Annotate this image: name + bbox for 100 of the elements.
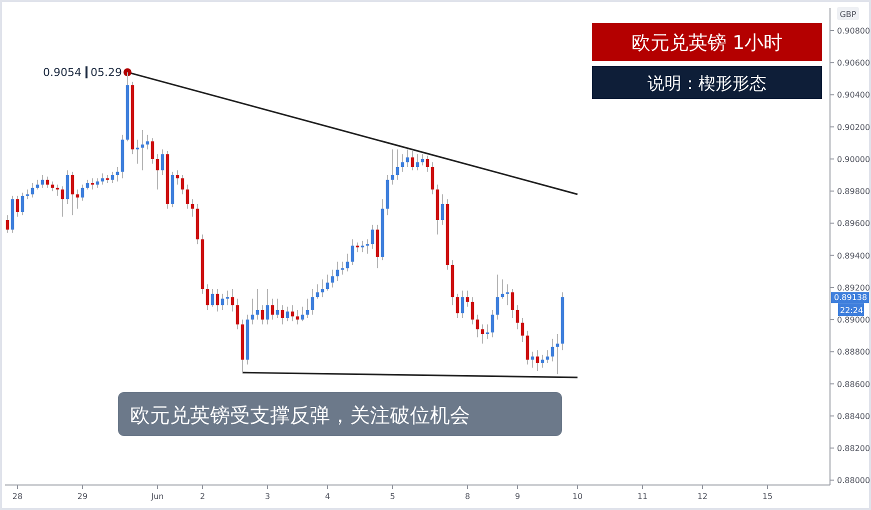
candlestick [30, 182, 34, 198]
y-tick-label: 0.88600 [837, 380, 870, 389]
x-tick-label: 9 [514, 492, 520, 501]
y-tick-label: 0.88200 [837, 444, 870, 454]
candlestick [150, 138, 154, 164]
candlestick [280, 304, 284, 325]
y-tick-label: 0.89400 [837, 251, 870, 260]
candlestick [390, 148, 394, 186]
candlestick [290, 304, 294, 322]
text: 22:24 [840, 306, 864, 316]
candlestick [350, 238, 354, 266]
candlestick [326, 274, 330, 292]
candlestick [156, 154, 160, 190]
candlestick [340, 261, 344, 276]
y-tick-label: 0.90000 [837, 154, 870, 164]
x-tick-label: 3 [264, 492, 270, 501]
y-tick-label: 0.90600 [837, 58, 870, 68]
candlestick [286, 306, 290, 322]
candlestick [86, 179, 90, 190]
candlestick [110, 171, 114, 184]
x-tick-label: 8 [464, 492, 470, 501]
candlestick [360, 240, 364, 253]
x-tick-label: 10 [572, 492, 583, 501]
candlestick [230, 288, 234, 312]
candlestick [310, 288, 314, 316]
candlestick [396, 148, 400, 180]
candlestick [490, 309, 494, 338]
candlestick [416, 154, 420, 171]
y-axis-title: GBP [840, 10, 856, 19]
candlestick [470, 296, 474, 325]
annotation: 05.29 [90, 66, 122, 80]
candlestick [276, 298, 280, 318]
candlestick [356, 242, 360, 253]
candlestick [480, 324, 484, 344]
candlestick [206, 284, 210, 310]
candlestick [430, 162, 434, 195]
candlestick [476, 314, 480, 338]
candlestick [20, 192, 24, 216]
candlestick [400, 154, 404, 172]
candlestick [540, 354, 544, 368]
candlestick [70, 171, 74, 216]
candlestick [60, 186, 64, 218]
x-tick-label: 15 [762, 492, 773, 501]
candlestick [306, 298, 310, 318]
candlestick [80, 184, 84, 202]
candlestick [186, 184, 190, 210]
candlestick [266, 288, 270, 325]
x-tick-label: 5 [390, 492, 396, 501]
x-tick-label: 12 [697, 492, 708, 501]
candlestick [210, 288, 214, 308]
candlestick [190, 198, 194, 218]
candlestick [516, 304, 520, 330]
candlestick [456, 293, 460, 318]
candlestick [256, 288, 260, 320]
candlestick [556, 334, 560, 375]
candlestick [36, 179, 40, 190]
candlestick [136, 139, 140, 164]
candlestick [220, 293, 224, 310]
y-tick-label: 0.90200 [837, 122, 870, 132]
x-tick-label: 29 [77, 492, 88, 501]
x-tick-label: 11 [637, 492, 648, 501]
y-tick-label: 0.89800 [837, 187, 870, 196]
text: 0.89138 [834, 293, 868, 302]
y-tick-label: 0.89000 [837, 316, 870, 325]
candlestick [50, 180, 54, 192]
candlestick [16, 195, 20, 218]
candlestick [320, 278, 324, 298]
candlestick [510, 288, 514, 318]
annotation: 0.9054 [43, 66, 82, 80]
candlestick [426, 155, 430, 172]
candlestick [260, 304, 264, 325]
candlestick [270, 298, 274, 320]
candlestick [216, 288, 220, 312]
candlestick [550, 338, 554, 362]
y-tick-label: 0.88000 [837, 476, 870, 486]
candlestick [410, 150, 414, 171]
candlestick [520, 317, 524, 343]
text: 说明：楔形形态 [648, 74, 766, 94]
candlestick [236, 298, 240, 330]
y-tick-label: 0.88800 [837, 348, 870, 357]
candlestick [100, 172, 104, 186]
annotation: 欧元兑英镑受支撑反弹，关注破位机会 [130, 403, 470, 427]
x-tick-label: 2 [200, 492, 206, 501]
y-tick-label: 0.88400 [837, 412, 870, 421]
x-tick-label: Jun [150, 492, 164, 501]
candlestick [466, 290, 470, 308]
candlestick [160, 148, 164, 176]
candlestick [330, 269, 334, 288]
x-tick-label: 4 [324, 492, 330, 501]
y-tick-label: 0.89600 [837, 219, 870, 228]
y-tick-label: 0.90800 [837, 26, 870, 36]
candlestick [6, 214, 10, 234]
candlestick [460, 290, 464, 318]
candlestick [536, 350, 540, 372]
y-tick-label: 0.90400 [837, 90, 870, 100]
text: 欧元兑英镑 1小时 [631, 32, 783, 54]
candlestick [440, 194, 444, 226]
x-tick-label: 28 [12, 492, 23, 501]
candlestick [370, 224, 374, 250]
candlestick [180, 174, 184, 195]
